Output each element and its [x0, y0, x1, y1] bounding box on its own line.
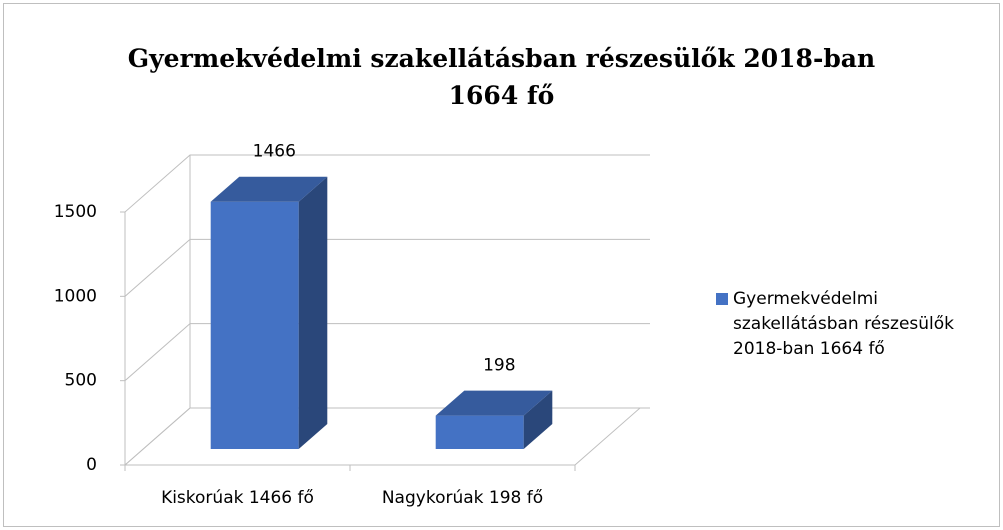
data-label: 1466 [253, 142, 296, 162]
y-tick-label: 1500 [54, 202, 97, 222]
legend: Gyermekvédelmi szakellátásban részesülők… [716, 287, 973, 362]
x-tick-label: Nagykorúak 198 fő [382, 488, 543, 508]
bar-front [435, 415, 524, 450]
legend-key [716, 293, 728, 305]
y-tick-label: 0 [86, 455, 97, 475]
y-tick-label: 500 [65, 371, 97, 391]
bar-side [298, 176, 328, 450]
data-label: 198 [483, 356, 515, 376]
bar-top [210, 176, 328, 202]
bar-side [523, 390, 553, 450]
bar-top [435, 390, 553, 416]
chart-title: Gyermekvédelmi szakellátásban részesülők… [127, 44, 876, 110]
y-tick-label: 1000 [54, 286, 97, 306]
x-tick-label: Kiskorúak 1466 fő [161, 488, 314, 508]
legend-label: Gyermekvédelmi szakellátásban részesülők… [733, 289, 954, 359]
bar-front [210, 201, 299, 450]
